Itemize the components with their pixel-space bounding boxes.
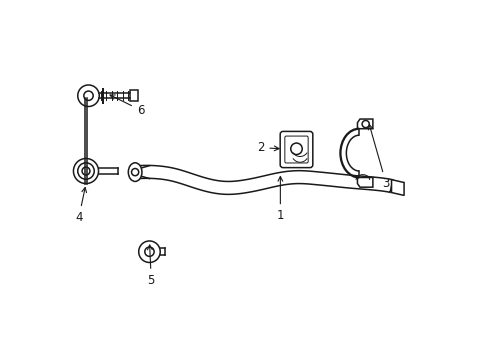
Text: 6: 6 bbox=[110, 95, 144, 117]
Polygon shape bbox=[391, 180, 403, 195]
Circle shape bbox=[78, 85, 99, 107]
Circle shape bbox=[83, 91, 93, 100]
Circle shape bbox=[78, 163, 94, 179]
Circle shape bbox=[73, 158, 99, 184]
FancyBboxPatch shape bbox=[285, 136, 307, 163]
Ellipse shape bbox=[128, 163, 142, 181]
Text: 5: 5 bbox=[147, 245, 155, 287]
Text: 2: 2 bbox=[256, 141, 279, 154]
Polygon shape bbox=[357, 119, 372, 129]
Circle shape bbox=[290, 143, 302, 154]
Polygon shape bbox=[138, 165, 392, 194]
Polygon shape bbox=[357, 177, 372, 187]
Circle shape bbox=[362, 121, 368, 128]
FancyBboxPatch shape bbox=[129, 90, 137, 102]
Circle shape bbox=[139, 241, 160, 262]
Circle shape bbox=[144, 247, 154, 256]
FancyBboxPatch shape bbox=[280, 131, 312, 168]
Text: 4: 4 bbox=[75, 188, 86, 224]
Text: 1: 1 bbox=[276, 176, 284, 222]
Circle shape bbox=[131, 168, 139, 176]
Circle shape bbox=[82, 167, 90, 175]
Text: 3: 3 bbox=[367, 125, 389, 190]
